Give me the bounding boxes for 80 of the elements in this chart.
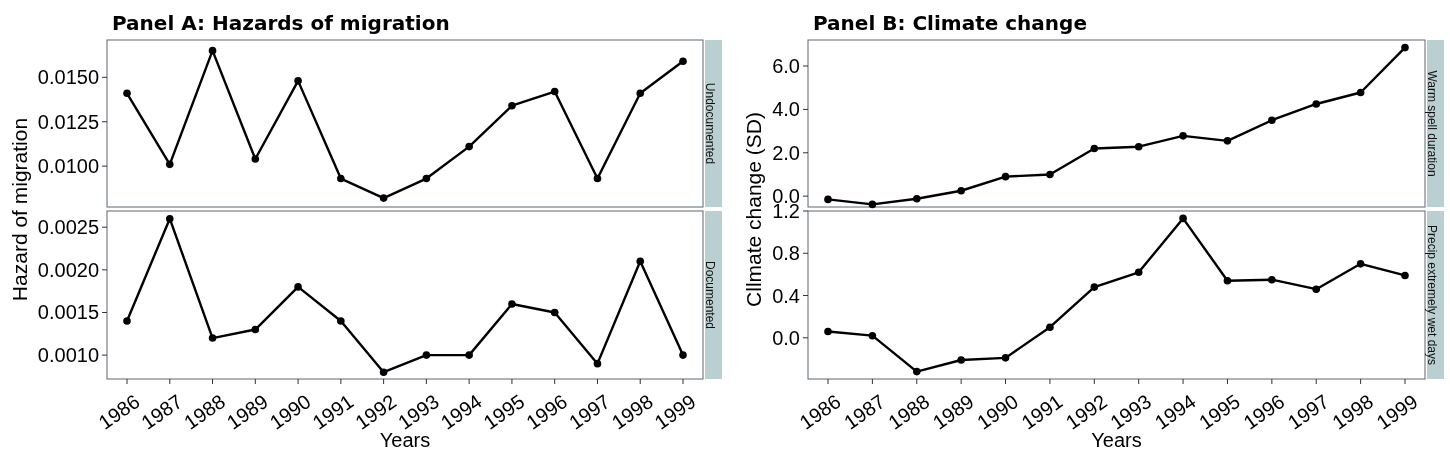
y-axis-title: Cllmate change (SD)	[741, 112, 765, 307]
y-tick-label: 0.0010	[37, 344, 99, 367]
y-tick-label: 0.0025	[37, 216, 99, 239]
point	[1090, 283, 1099, 291]
point	[1179, 132, 1187, 140]
y-tick-label: 0.0015	[37, 301, 99, 324]
point	[868, 200, 877, 209]
point	[1401, 271, 1409, 280]
y-tick-label: 0.0150	[37, 66, 99, 89]
y-axis-title: Hazard of migration	[7, 117, 31, 302]
point	[1356, 88, 1365, 97]
point	[508, 300, 516, 308]
text: Documented	[703, 260, 718, 330]
point	[422, 174, 431, 183]
point	[208, 46, 217, 55]
point	[1223, 276, 1232, 285]
point	[868, 331, 877, 340]
point	[465, 142, 473, 151]
point	[1401, 43, 1409, 52]
point	[957, 186, 965, 195]
point	[208, 334, 217, 342]
point	[294, 283, 302, 291]
point	[123, 89, 131, 98]
point	[165, 160, 174, 169]
point	[1223, 137, 1232, 145]
point	[294, 77, 302, 85]
y-tick-label: 6.0	[772, 55, 800, 78]
y-tick-label: 0.0125	[37, 110, 99, 133]
point	[123, 317, 131, 325]
text: Undocumented	[703, 82, 718, 165]
point	[508, 101, 516, 110]
point	[912, 367, 921, 376]
point	[550, 308, 559, 317]
point	[379, 368, 388, 376]
y-tick-label: 0.0020	[37, 258, 99, 281]
point	[465, 351, 473, 359]
point	[912, 194, 921, 203]
point	[957, 356, 965, 364]
point	[824, 195, 832, 204]
point	[1356, 260, 1365, 268]
point	[251, 155, 260, 163]
x-axis-title: Years	[1091, 429, 1142, 451]
x-tick-label: 1991	[1017, 390, 1067, 434]
point	[1090, 144, 1099, 153]
chart-title: Panel A: Hazards of migration	[112, 11, 450, 35]
y-tick-label: 0.8	[772, 242, 800, 265]
text: Warm spell duration	[1425, 70, 1440, 177]
point	[550, 87, 559, 96]
point	[1268, 275, 1276, 284]
point	[1312, 100, 1321, 108]
point	[636, 257, 645, 266]
point	[679, 351, 687, 359]
y-tick-label: 0.4	[772, 284, 800, 307]
point	[165, 214, 174, 223]
point	[679, 57, 687, 66]
point	[379, 194, 388, 202]
point	[1268, 116, 1276, 125]
y-tick-label: 2.0	[772, 141, 800, 164]
point	[636, 89, 645, 98]
point	[1134, 142, 1143, 151]
point	[1001, 172, 1010, 181]
chart-title: Panel B: Climate change	[813, 11, 1087, 35]
point	[337, 317, 345, 325]
point	[1046, 170, 1054, 179]
y-tick-label: 0.0	[772, 326, 800, 349]
point	[1134, 268, 1143, 277]
point	[337, 174, 345, 183]
point	[1179, 214, 1187, 223]
point	[593, 174, 602, 183]
y-tick-label: 0.0100	[37, 155, 99, 178]
y-tick-label: 4.0	[772, 98, 800, 121]
point	[1046, 323, 1054, 332]
point	[251, 325, 260, 334]
point	[1001, 354, 1010, 362]
point	[593, 359, 602, 368]
point	[824, 327, 832, 336]
point	[422, 351, 431, 359]
text: Precip extremely wet days	[1425, 224, 1440, 366]
x-axis-title: Years	[379, 429, 431, 451]
point	[1312, 285, 1321, 293]
